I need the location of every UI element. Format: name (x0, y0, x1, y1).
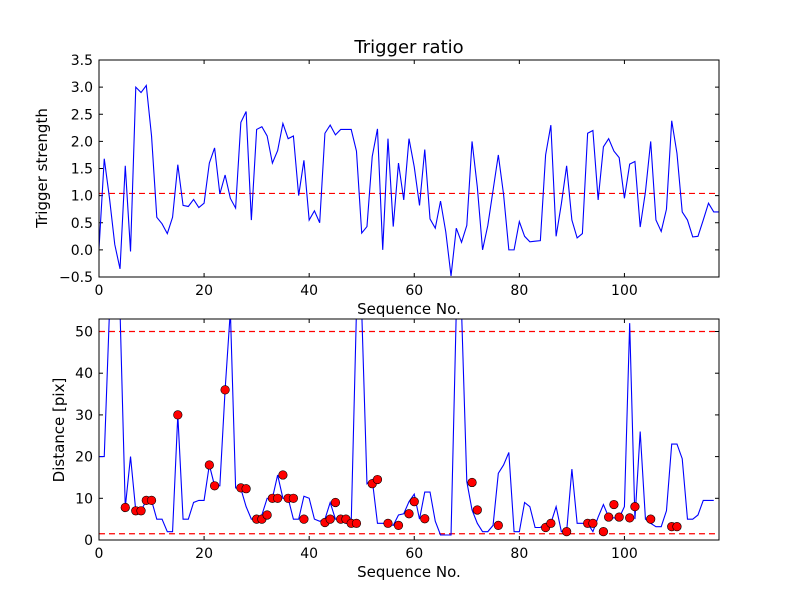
y-tick-label: 2.0 (71, 134, 93, 150)
data-point-marker (646, 514, 656, 524)
data-point-marker (614, 512, 624, 522)
y-tick-label: 20 (75, 450, 93, 466)
x-tick-label: 20 (195, 283, 213, 299)
data-point-marker (273, 493, 283, 503)
data-point-marker (325, 514, 335, 524)
x-axis-label: Sequence No. (357, 563, 461, 581)
data-point-marker (562, 527, 572, 537)
data-point-marker (409, 497, 419, 507)
y-tick-label: 30 (75, 408, 93, 424)
data-point-marker (120, 502, 130, 513)
plot-frame (98, 59, 720, 278)
series-line (99, 84, 719, 276)
data-point-marker (393, 520, 404, 531)
data-point-marker (630, 502, 640, 512)
y-tick-label: 1.5 (71, 162, 93, 178)
data-point-marker (220, 385, 230, 395)
data-point-marker (146, 495, 157, 505)
data-point-marker (625, 513, 635, 523)
data-point-marker (472, 505, 482, 515)
data-point-marker (383, 518, 393, 528)
data-point-marker (204, 460, 214, 470)
data-point-marker (209, 481, 220, 491)
data-point-marker (588, 518, 598, 528)
x-tick-label: 60 (405, 283, 423, 299)
y-tick-label: 40 (75, 366, 93, 382)
x-tick-label: 40 (300, 546, 318, 562)
x-tick-label: 0 (95, 283, 104, 299)
y-tick-label: 0 (84, 533, 93, 549)
data-point-marker (299, 514, 309, 524)
x-tick-label: 80 (510, 283, 528, 299)
trigger-ratio-plot: Trigger ratio 0 20 40 60 80 100 −0.5 0.0 0.5 1.0 1… (33, 37, 720, 318)
data-point-marker (278, 470, 288, 480)
data-point-marker (372, 474, 383, 485)
chart-title: Trigger ratio (353, 37, 463, 58)
y-axis-label: Distance [pix] (50, 378, 68, 483)
data-point-marker (351, 518, 362, 528)
x-tick-label: 40 (300, 283, 318, 299)
y-tick-label: 3.0 (71, 80, 93, 96)
data-point-marker (262, 510, 272, 520)
x-axis-label: Sequence No. (357, 300, 461, 318)
y-tick-label: 3.5 (71, 53, 93, 69)
distance-plot: 0 20 40 60 80 100 0 10 20 30 40 50 Sequence No. Dis… (50, 318, 720, 581)
x-tick-label: 20 (195, 546, 213, 562)
data-point-marker (173, 410, 183, 420)
data-point-marker (493, 520, 503, 531)
data-point-marker (604, 512, 614, 522)
x-tick-label: 100 (611, 283, 638, 299)
data-point-marker (330, 497, 341, 508)
y-tick-label: 1.0 (71, 189, 93, 205)
data-point-marker (420, 514, 430, 524)
x-tick-label: 80 (510, 546, 528, 562)
data-point-marker (546, 518, 556, 528)
y-axis-label: Trigger strength (33, 108, 51, 229)
data-point-marker (136, 506, 146, 516)
plot-frame (98, 318, 720, 541)
y-tick-label: 0.5 (71, 216, 93, 232)
y-tick-label: 0.0 (71, 243, 93, 259)
data-point-marker (404, 509, 414, 519)
y-tick-label: −0.5 (59, 270, 93, 286)
data-point-marker (288, 493, 299, 503)
x-tick-label: 60 (405, 546, 423, 562)
data-point-marker (672, 522, 682, 532)
y-tick-label: 50 (75, 325, 93, 341)
data-point-marker (598, 527, 609, 537)
x-tick-label: 0 (95, 546, 104, 562)
data-point-marker (609, 499, 619, 510)
y-tick-label: 10 (75, 491, 93, 507)
y-tick-label: 2.5 (71, 107, 93, 123)
x-tick-label: 100 (611, 546, 638, 562)
data-point-marker (241, 484, 251, 494)
data-point-marker (467, 477, 477, 488)
